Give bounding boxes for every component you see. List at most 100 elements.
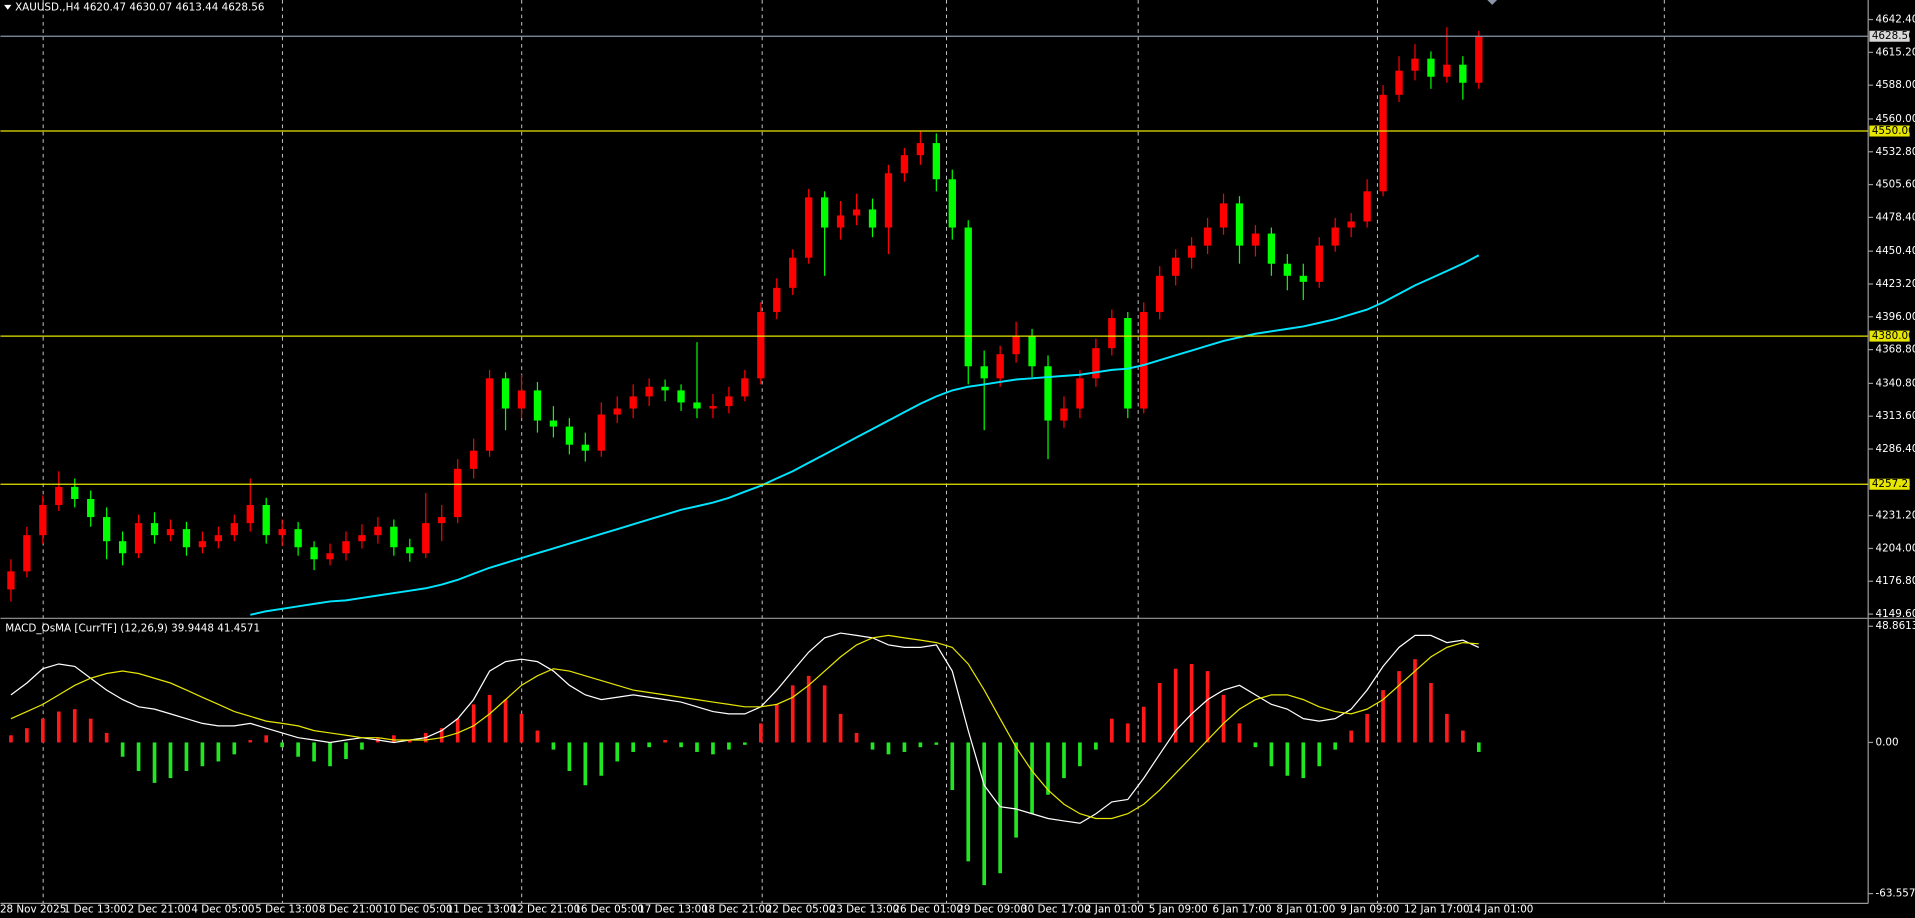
osma-bar — [216, 742, 221, 762]
candle-body — [1060, 408, 1068, 421]
osma-bar — [471, 704, 476, 743]
candle-body — [230, 523, 238, 536]
candle-body — [1028, 336, 1036, 367]
price-level-box — [1869, 30, 1910, 42]
x-tick-label: 12 Dec 21:00 — [511, 903, 581, 915]
osma-bar — [998, 742, 1002, 874]
y-tick-label: 4313.60 — [1876, 410, 1915, 422]
candle-body — [1124, 318, 1132, 409]
osma-bar — [1141, 706, 1146, 743]
osma-bar — [1046, 742, 1050, 795]
osma-bar — [679, 742, 683, 748]
candle-body — [1203, 227, 1212, 246]
x-tick-label: 8 Jan 01:00 — [1276, 903, 1335, 915]
x-tick-label: 9 Jan 09:00 — [1340, 903, 1399, 915]
candle-body — [1267, 233, 1276, 264]
osma-bar — [1285, 742, 1290, 776]
osma-bar — [1189, 663, 1194, 743]
osma-bar — [1094, 742, 1098, 750]
candle-body — [565, 426, 574, 445]
candle-body — [1411, 58, 1419, 71]
candle-body — [533, 390, 542, 421]
candle-body — [805, 197, 813, 258]
candle-body — [278, 529, 286, 536]
x-tick-label: 6 Jan 17:00 — [1213, 903, 1272, 915]
osma-bar — [1014, 742, 1018, 838]
candle-body — [1459, 64, 1467, 83]
osma-bar — [200, 742, 205, 767]
osma-bar — [72, 709, 77, 743]
y-tick-label: 4204.00 — [1876, 542, 1915, 554]
candle-body — [7, 571, 15, 590]
candle-body — [103, 517, 111, 542]
candle-body — [182, 529, 191, 548]
y-tick-label: 4176.80 — [1876, 575, 1915, 587]
osma-bar — [248, 740, 253, 743]
candle-body — [820, 197, 829, 228]
y-tick-label: 4340.80 — [1876, 377, 1915, 389]
candle-body — [932, 143, 940, 180]
x-tick-label: 5 Dec 13:00 — [255, 903, 318, 915]
y-tick-label: 4478.40 — [1876, 211, 1915, 223]
osma-bar — [136, 742, 141, 771]
x-tick-label: 1 Dec 13:00 — [64, 903, 127, 915]
osma-bar — [1301, 742, 1306, 779]
candle-body — [23, 535, 31, 572]
candle-body — [469, 450, 478, 469]
osma-bar — [1253, 742, 1258, 748]
osma-bar — [312, 742, 316, 762]
candle-body — [836, 215, 845, 228]
price-level-label: 4257.21 — [1872, 478, 1915, 490]
candle-body — [326, 553, 334, 560]
candle-body — [1235, 203, 1244, 246]
candle-body — [118, 541, 127, 554]
x-tick-label: 11 Dec 13:00 — [447, 903, 517, 915]
candle-body — [1283, 263, 1292, 276]
osma-bar — [1221, 694, 1226, 743]
candle-body — [884, 173, 893, 228]
candle-body — [900, 155, 909, 174]
candle-body — [1331, 227, 1339, 246]
price-level-box — [1869, 125, 1910, 137]
x-tick-label: 2 Dec 21:00 — [128, 903, 191, 915]
candle-body — [71, 486, 79, 499]
candle-body — [485, 378, 494, 451]
candle-body — [1347, 221, 1355, 228]
candle-body — [55, 486, 63, 506]
y-tick-label: 4505.60 — [1876, 179, 1915, 191]
y-tick-label: 4532.80 — [1876, 146, 1915, 158]
candle-body — [517, 390, 526, 409]
candle-body — [134, 523, 143, 554]
y-tick-label: 4286.40 — [1876, 443, 1915, 455]
candle-body — [693, 402, 701, 409]
candle-body — [1044, 366, 1052, 421]
osma-bar — [168, 742, 173, 779]
x-tick-label: 26 Dec 01:00 — [893, 903, 963, 915]
candle-body — [1140, 311, 1148, 409]
osma-bar — [392, 735, 396, 743]
candle-body — [406, 547, 414, 554]
osma-bar — [790, 685, 795, 743]
symbol-marker — [4, 4, 12, 10]
candle-body — [438, 517, 446, 524]
osma-bar — [615, 742, 620, 762]
osma-bar — [583, 742, 588, 786]
candle-body — [501, 378, 510, 409]
candle-body — [310, 547, 318, 560]
osma-bar — [25, 728, 29, 743]
y-tick-label: 4588.00 — [1876, 79, 1915, 91]
osma-bar — [152, 742, 157, 783]
candle-body — [390, 526, 398, 548]
y-tick-label: 4231.20 — [1876, 510, 1915, 522]
osma-bar — [711, 742, 715, 755]
trade-marker — [1487, 0, 1498, 5]
candle-body — [549, 420, 558, 427]
osma-bar — [104, 732, 109, 743]
osma-bar — [1110, 718, 1114, 743]
candle-body — [868, 209, 877, 228]
x-tick-label: 10 Dec 05:00 — [383, 903, 453, 915]
x-tick-label: 23 Dec 13:00 — [830, 903, 900, 915]
osma-bar — [1397, 671, 1401, 743]
price-level-label: 4380.00 — [1872, 330, 1915, 342]
